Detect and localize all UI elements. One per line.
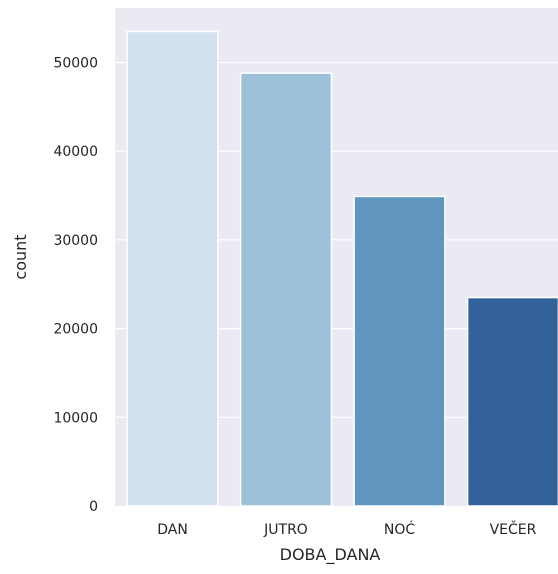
y-axis-ticks: 0 10000 20000 30000 40000 50000 [53,56,98,516]
bars [126,30,558,507]
bar-dan [126,30,219,507]
y-tick-label: 40000 [53,144,98,160]
y-tick-label: 30000 [53,233,98,249]
x-tick-label: DAN [157,522,188,538]
bar-noć [353,195,446,507]
y-tick-label: 0 [89,499,98,515]
y-axis-title: count [11,234,30,279]
bar-jutro [239,72,333,507]
x-tick-label: NOĆ [384,520,415,538]
y-tick-label: 20000 [53,322,98,338]
y-tick-label: 10000 [53,410,98,426]
bar-večer [466,296,558,507]
y-tick-label: 50000 [53,56,98,72]
x-tick-label: VEČER [490,520,537,538]
x-axis-ticks: DAN JUTRO NOĆ VEČER [157,520,536,538]
x-axis-title: DOBA_DANA [280,545,381,565]
x-tick-label: JUTRO [263,522,308,538]
